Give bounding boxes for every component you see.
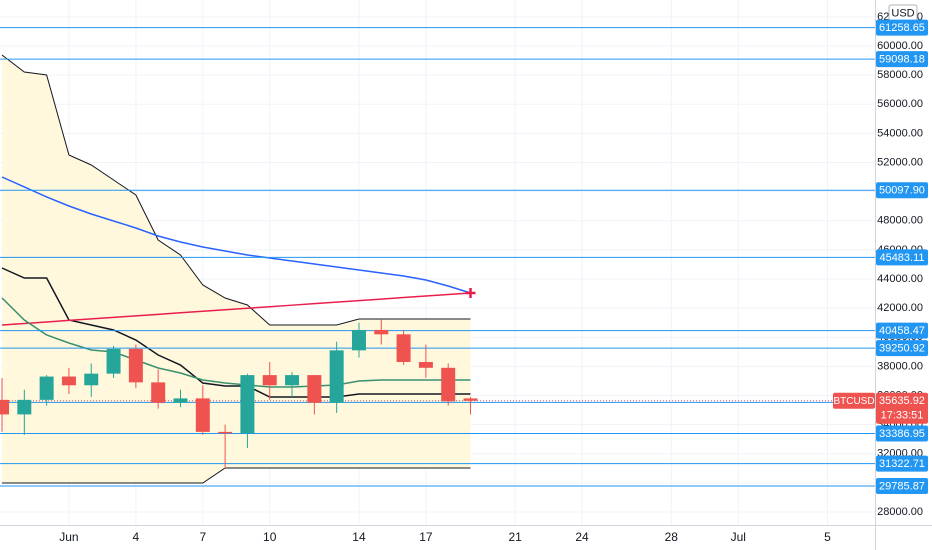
last-price-label: 35635.92 <box>879 395 925 407</box>
countdown-label: 17:33:51 <box>881 410 924 422</box>
candle-body <box>195 398 210 432</box>
price-line-label-box <box>876 51 928 68</box>
channel-band <box>2 55 471 483</box>
indicator-line <box>1 297 471 388</box>
y-tick-label: 60000.00 <box>877 40 923 52</box>
line-end-marker <box>465 288 476 298</box>
price-line-label: 59098.18 <box>879 54 925 66</box>
channel-mid <box>1 267 471 398</box>
candle-body <box>218 431 233 434</box>
indicator-line <box>1 176 471 294</box>
indicator-line <box>1 292 471 326</box>
candle-body <box>0 399 10 415</box>
candle-body <box>307 375 322 403</box>
x-tick-label: Jun <box>59 530 78 544</box>
channel-upper <box>1 54 471 326</box>
price-line-label-box <box>876 19 928 36</box>
candle-body <box>262 375 277 386</box>
x-tick-label: 17 <box>419 530 433 544</box>
x-tick-label: Jul <box>731 530 746 544</box>
price-line-label-box <box>876 322 928 339</box>
candle-body <box>151 382 166 403</box>
price-line-label-box <box>876 455 928 472</box>
last-price-box <box>876 392 928 424</box>
symbol-box <box>833 392 875 409</box>
x-tick-label: 28 <box>665 530 679 544</box>
candle-body <box>61 376 76 386</box>
x-tick-label: 4 <box>133 530 140 544</box>
price-line-label: 40458.47 <box>879 325 925 337</box>
price-line-label: 61258.65 <box>879 22 925 34</box>
candle-body <box>351 329 366 351</box>
price-line-label: 50097.90 <box>879 185 925 197</box>
price-line-label: 31322.71 <box>879 458 925 470</box>
channel-lower <box>2 467 471 484</box>
y-tick-label: 56000.00 <box>877 98 923 110</box>
candle-body <box>463 398 478 401</box>
price-line-label-box <box>876 477 928 494</box>
x-tick-label: 21 <box>508 530 522 544</box>
x-tick-label: 10 <box>263 530 277 544</box>
y-tick-label: 54000.00 <box>877 127 923 139</box>
x-tick-label: 5 <box>824 530 831 544</box>
price-line-label: 29785.87 <box>879 480 925 492</box>
candle-body <box>418 361 433 368</box>
candle-body <box>374 329 389 335</box>
candle-body <box>106 348 121 374</box>
price-line-label-box <box>876 425 928 442</box>
candle-body <box>17 399 32 415</box>
candle-body <box>329 350 344 403</box>
y-tick-label: 28000.00 <box>877 506 923 518</box>
candle-body <box>84 373 99 386</box>
candle-body <box>285 375 300 386</box>
price-line-label-box <box>876 340 928 357</box>
x-tick-label: 14 <box>352 530 366 544</box>
candle-body <box>240 375 255 434</box>
y-tick-label: 38000.00 <box>877 360 923 372</box>
y-tick-label: 52000.00 <box>877 156 923 168</box>
candle-body <box>173 398 188 403</box>
candle-body <box>441 367 456 402</box>
symbol-label: BTCUSD <box>833 396 874 407</box>
y-tick-label: 44000.00 <box>877 273 923 285</box>
price-line-label-box <box>876 182 928 199</box>
price-line-label: 45483.11 <box>879 252 924 264</box>
candle-body <box>128 348 143 383</box>
y-tick-label: 58000.00 <box>877 69 923 81</box>
candle-body <box>396 334 411 362</box>
y-tick-label: 48000.00 <box>877 215 923 227</box>
y-tick-label: 42000.00 <box>877 302 923 314</box>
plot-area <box>0 0 875 525</box>
x-tick-label: 7 <box>199 530 206 544</box>
candle-body <box>39 376 54 400</box>
currency-label: USD <box>891 7 914 19</box>
price-line-label: 33386.95 <box>879 428 925 440</box>
price-line-label: 39250.92 <box>879 343 925 355</box>
x-tick-label: 24 <box>575 530 589 544</box>
price-line-label-box <box>876 249 928 266</box>
